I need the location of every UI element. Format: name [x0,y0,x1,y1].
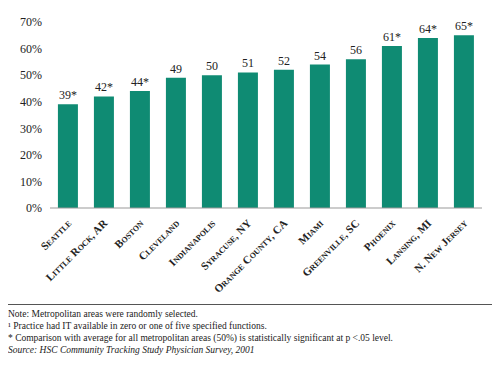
svg-text:Syracuse, NY: Syracuse, NY [198,216,254,273]
svg-text:0%: 0% [26,201,42,215]
svg-text:20%: 20% [20,148,42,162]
svg-text:Phoenix: Phoenix [361,217,397,253]
svg-text:49: 49 [170,62,182,76]
svg-text:42*: 42* [95,80,113,94]
svg-text:Orange County, CA: Orange County, CA [211,217,289,295]
svg-text:61*: 61* [383,30,401,44]
svg-text:Lansing, MI: Lansing, MI [383,216,434,267]
svg-text:10%: 10% [20,175,42,189]
svg-text:Little Rock, AR: Little Rock, AR [43,216,110,283]
svg-text:Greenville, SC: Greenville, SC [300,217,362,279]
svg-text:50%: 50% [20,68,42,82]
svg-text:Boston: Boston [112,217,146,251]
svg-text:30%: 30% [20,122,42,136]
svg-text:Miami: Miami [296,217,326,247]
svg-text:39*: 39* [59,88,77,102]
html-text:Note: Metropolitan areas were: Note: Metropolitan areas were randomly s… [8,309,198,319]
svg-text:51: 51 [242,56,254,70]
svg-text:56: 56 [350,43,362,57]
svg-text:64*: 64* [419,22,437,36]
svg-text:Cleveland: Cleveland [135,216,182,263]
svg-text:65*: 65* [455,19,473,33]
svg-text:Indianapolis: Indianapolis [166,216,218,269]
svg-text:Seattle: Seattle [38,217,73,252]
svg-text:54: 54 [314,49,326,63]
svg-text:N. New Jersey: N. New Jersey [412,217,470,275]
html-text:* Comparison with average for: * Comparison with average for all metrop… [8,333,393,343]
svg-text:44*: 44* [131,75,149,89]
svg-text:50: 50 [206,59,218,73]
html-text:Source: HSC Community Tracking: Source: HSC Community Tracking Study Phy… [8,345,255,355]
svg-text:60%: 60% [20,42,42,56]
svg-text:52: 52 [278,54,290,68]
svg-text:70%: 70% [20,15,42,29]
svg-text:40%: 40% [20,95,42,109]
html-text:¹ Practice had IT available in: ¹ Practice had IT available in zero or o… [8,321,267,331]
